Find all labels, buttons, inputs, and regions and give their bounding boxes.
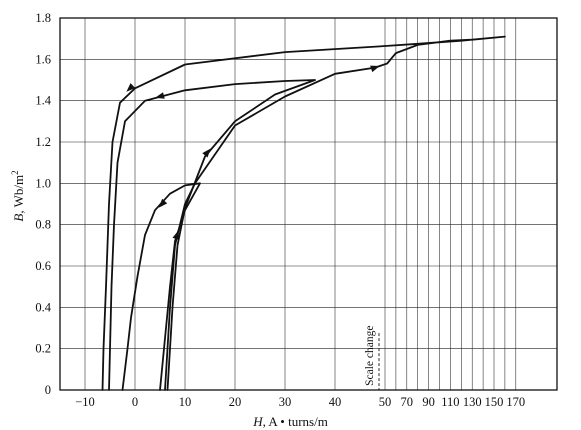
x-tick-label-2: 10: [179, 395, 192, 409]
y-tick-label-4: 0.8: [35, 218, 51, 232]
x-tick-label-4: 30: [279, 395, 292, 409]
y-tick-label-8: 1.6: [35, 52, 51, 66]
y-tick-label-5: 1.0: [35, 176, 51, 190]
y-tick-label-9: 1.8: [35, 11, 51, 25]
arrow-2-1: [202, 148, 211, 158]
x-tick-label-11: 150: [485, 395, 504, 409]
x-axis-label-unit: , A • turns/m: [263, 414, 328, 429]
hysteresis-loop-3: [121, 182, 201, 391]
x-tick-labels: −10 0 10 20 30 40 50 70 90 110 130 150 170: [75, 395, 525, 409]
x-tick-label-3: 20: [229, 395, 242, 409]
y-axis-label-symbol: B: [11, 214, 26, 222]
arrow-3-1: [172, 230, 180, 240]
arrow-1-2: [126, 83, 136, 92]
x-tick-label-0: −10: [75, 395, 95, 409]
x-tick-label-12: 170: [506, 395, 525, 409]
y-tick-label-3: 0.6: [35, 259, 51, 273]
y-axis-label-unit: , Wb/m: [11, 175, 26, 214]
arrow-2-2: [155, 92, 165, 99]
grid: [60, 17, 557, 391]
scale-change-annotation: Scale change: [364, 326, 380, 390]
x-tick-label-5: 40: [329, 395, 342, 409]
plot-frame: [59, 17, 558, 391]
y-axis-label-sup: 2: [10, 170, 20, 175]
hysteresis-loop-1: [101, 35, 506, 391]
x-tick-label-10: 130: [463, 395, 482, 409]
y-axis-label: B, Wb/m2: [10, 170, 26, 221]
x-tick-label-7: 70: [401, 395, 414, 409]
arrow-1-1: [370, 65, 380, 73]
x-tick-label-8: 90: [422, 395, 435, 409]
hysteresis-loop-2: [108, 79, 316, 391]
x-tick-label-9: 110: [441, 395, 459, 409]
y-tick-label-6: 1.2: [35, 135, 51, 149]
arrow-3-2: [158, 198, 168, 208]
curves: [101, 35, 506, 391]
scale-change-label: Scale change: [364, 326, 376, 386]
y-tick-label-0: 0: [45, 383, 51, 397]
x-tick-label-6: 50: [379, 395, 392, 409]
y-tick-label-1: 0.2: [35, 342, 51, 356]
y-tick-label-2: 0.4: [35, 300, 51, 314]
y-tick-label-7: 1.4: [35, 94, 51, 108]
x-axis-label: H, A • turns/m: [252, 414, 328, 429]
x-tick-label-1: 0: [132, 395, 138, 409]
y-tick-labels: 0 0.2 0.4 0.6 0.8 1.0 1.2 1.4 1.6 1.8: [35, 11, 51, 397]
x-axis-label-symbol: H: [252, 414, 263, 429]
